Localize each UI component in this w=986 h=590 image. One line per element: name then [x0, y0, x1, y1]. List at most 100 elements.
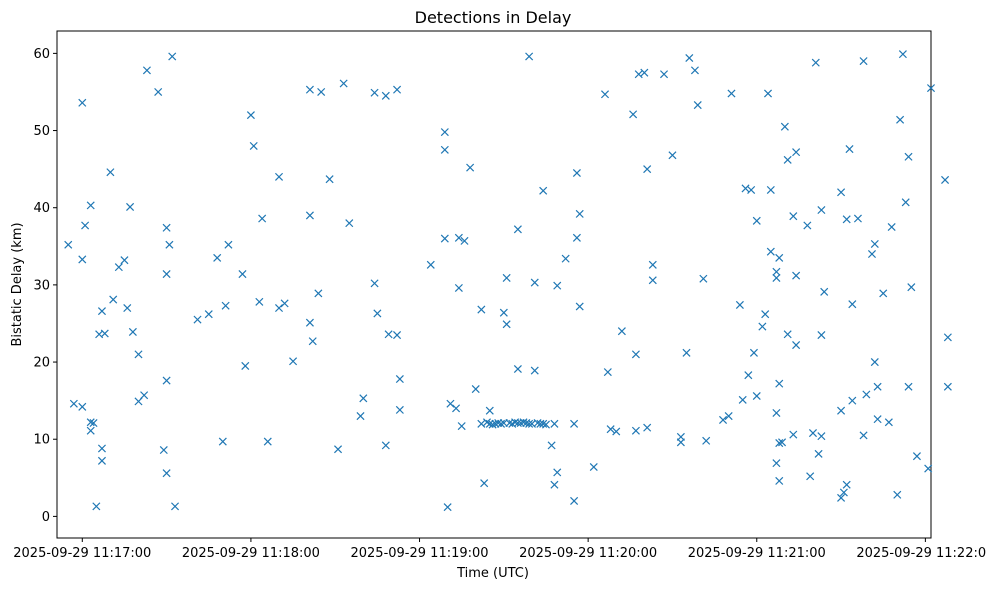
x-tick-label: 2025-09-29 11:20:00 [519, 546, 657, 561]
data-point [752, 391, 761, 401]
data-point [553, 468, 562, 477]
data-point [702, 436, 711, 445]
data-point [766, 247, 775, 256]
data-point [837, 493, 846, 502]
data-point [550, 480, 559, 489]
data-point [525, 419, 534, 428]
y-axis-label: Bistatic Delay (km) [10, 222, 25, 346]
data-point [842, 215, 851, 224]
data-point [97, 307, 106, 316]
data-point [64, 240, 73, 249]
data-point [643, 165, 652, 174]
data-point [814, 449, 823, 458]
data-point [370, 279, 379, 288]
data-point [162, 223, 171, 232]
data-point [640, 68, 649, 77]
data-point [845, 145, 854, 154]
data-point [772, 267, 781, 276]
data-point [393, 85, 402, 94]
data-point [719, 415, 728, 424]
data-point [570, 419, 579, 428]
data-point [289, 357, 298, 366]
data-point [165, 240, 174, 249]
data-point [308, 337, 317, 346]
data-point [853, 214, 862, 223]
data-point [446, 399, 455, 408]
data-point [263, 437, 272, 446]
data-point [126, 202, 135, 211]
data-point [499, 308, 508, 317]
data-point [943, 382, 952, 391]
x-tick-label: 2025-09-29 11:17:00 [13, 546, 151, 561]
data-point [452, 404, 461, 413]
data-point [305, 85, 314, 94]
data-point [575, 209, 584, 218]
data-point [142, 66, 151, 75]
data-point [440, 128, 449, 137]
data-point [806, 472, 815, 481]
data-point [668, 151, 677, 160]
data-point [775, 379, 784, 388]
y-tick-label: 40 [33, 201, 50, 216]
data-point [97, 444, 106, 453]
data-point [811, 58, 820, 67]
data-point [440, 145, 449, 154]
data-point [477, 305, 486, 314]
data-point [904, 382, 913, 391]
data-point [480, 479, 489, 488]
data-point [603, 368, 612, 377]
data-point [162, 270, 171, 279]
data-point [204, 310, 213, 319]
data-point [78, 98, 87, 107]
data-point [780, 122, 789, 131]
x-axis-label: Time (UTC) [456, 566, 529, 581]
data-point [193, 315, 202, 324]
data-point [685, 53, 694, 63]
data-point [258, 214, 267, 223]
data-point [78, 402, 87, 411]
data-point [370, 88, 379, 97]
data-point [325, 175, 334, 184]
data-point [648, 276, 657, 285]
y-tick-label: 0 [42, 510, 50, 525]
data-point [395, 405, 404, 414]
x-tick-label: 2025-09-29 11:22:00 [856, 546, 986, 561]
data-point [561, 254, 570, 263]
data-point [114, 263, 123, 272]
data-point [395, 375, 404, 384]
data-point [873, 382, 882, 391]
data-point [162, 469, 171, 478]
data-point [820, 287, 829, 296]
data-point [792, 148, 801, 157]
data-point [305, 318, 314, 327]
data-point [612, 427, 621, 436]
data-point [81, 221, 90, 230]
data-point [727, 89, 736, 98]
data-point [120, 256, 129, 265]
x-tick-label: 2025-09-29 11:21:00 [688, 546, 826, 561]
data-point [241, 361, 250, 370]
data-point [221, 301, 230, 310]
data-point [134, 350, 143, 359]
data-point [255, 297, 264, 306]
data-point [912, 452, 921, 461]
data-point [238, 270, 247, 279]
data-point [643, 423, 652, 432]
data-point [772, 408, 781, 418]
data-point [744, 371, 753, 380]
y-tick-label: 60 [33, 47, 50, 62]
data-point [763, 89, 773, 98]
data-points [64, 50, 952, 512]
data-point [839, 488, 848, 497]
data-point [867, 249, 877, 259]
data-point [893, 490, 902, 499]
data-point [553, 281, 562, 290]
data-point [345, 219, 354, 228]
data-point [69, 399, 78, 408]
data-point [783, 155, 792, 164]
data-point [631, 350, 640, 359]
data-point [837, 188, 846, 197]
data-point [772, 459, 781, 468]
y-tick-label: 10 [33, 433, 50, 448]
data-point [629, 110, 638, 119]
